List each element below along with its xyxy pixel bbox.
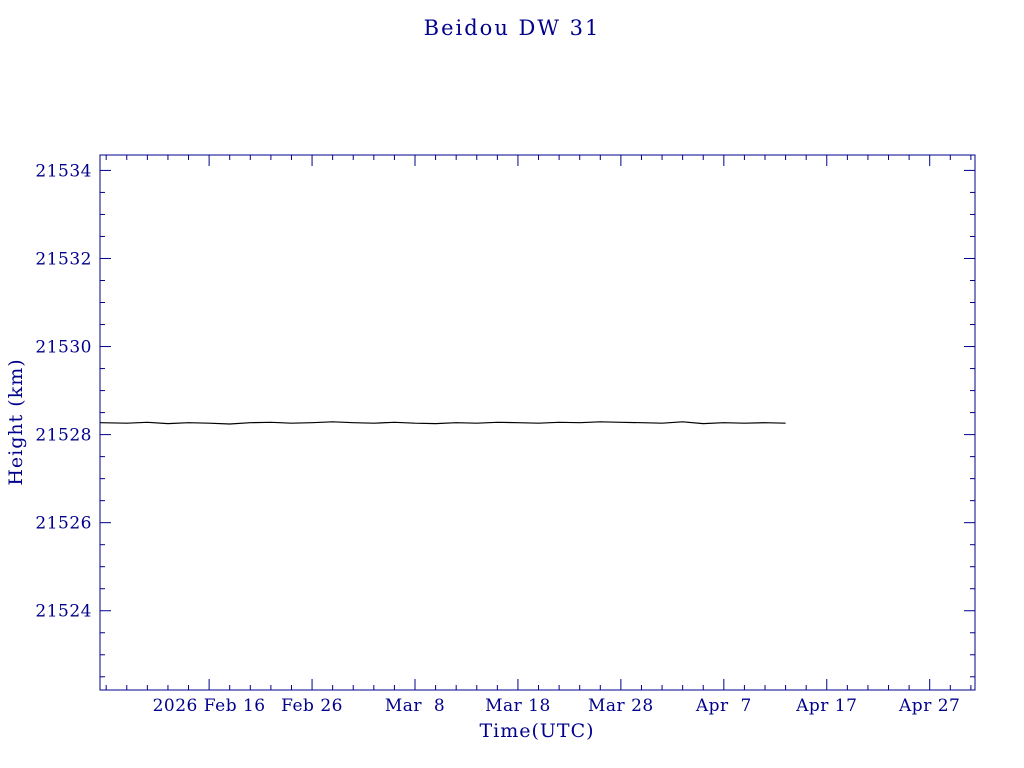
y-tick-label: 21528 (35, 426, 92, 446)
x-tick-label: Apr 17 (795, 696, 857, 716)
x-tick-label: Mar 28 (588, 696, 654, 716)
y-tick-label: 21524 (35, 602, 92, 622)
x-tick-label: Feb 26 (281, 696, 343, 716)
y-tick-label: 21532 (35, 249, 92, 269)
y-tick-label: 21530 (35, 338, 92, 358)
x-tick-label: 2026 Feb 16 (153, 696, 266, 716)
x-tick-label: Apr 7 (695, 696, 752, 716)
x-tick-label: Apr 27 (898, 696, 960, 716)
y-tick-label: 21526 (35, 514, 92, 534)
y-tick-label: 21534 (35, 161, 92, 181)
x-tick-label: Mar 8 (385, 696, 445, 716)
x-axis-label: Time(UTC) (479, 720, 595, 742)
plot-box (99, 154, 976, 691)
height-series-line (99, 421, 786, 425)
chart-title: Beidou DW 31 (423, 16, 601, 40)
x-tick-label: Mar 18 (485, 696, 551, 716)
